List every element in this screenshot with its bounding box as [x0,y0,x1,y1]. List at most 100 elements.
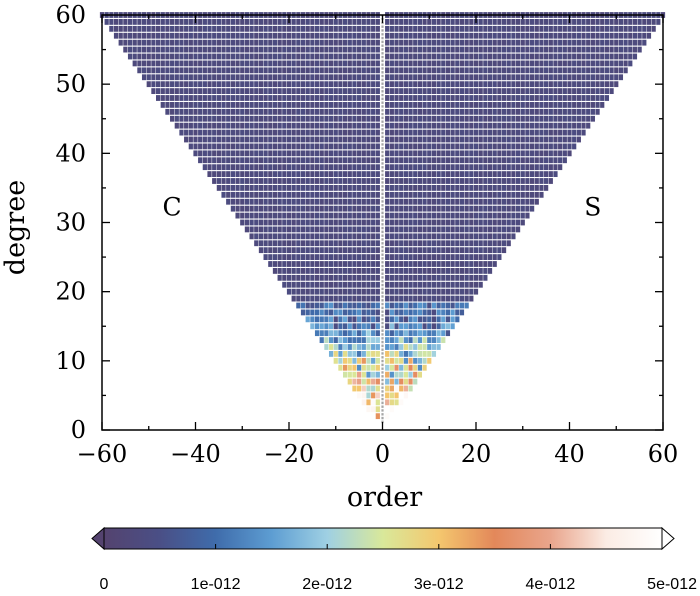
y-tick-label: 20 [55,278,86,306]
coefficient-cell [394,19,399,25]
coefficient-cell [473,122,479,129]
coefficient-cell [366,81,371,88]
coefficient-cell [361,316,366,323]
coefficient-cell [403,129,408,136]
coefficient-cell [328,164,334,171]
coefficient-cell [258,74,264,81]
coefficient-cell [146,46,151,53]
coefficient-cell [525,32,530,39]
coefficient-cell [487,39,493,46]
coefficient-cell [357,351,362,357]
coefficient-cell [487,60,493,67]
coefficient-cell [202,108,207,115]
coefficient-cell [240,164,245,171]
coefficient-cell [445,212,451,219]
coefficient-cell [333,102,338,108]
coefficient-cell [310,129,315,136]
coefficient-cell [394,150,399,157]
coefficient-cell [469,150,474,157]
coefficient-cell [483,108,488,115]
coefficient-cell [515,129,521,136]
coefficient-cell [478,171,483,177]
coefficient-cell [277,39,282,46]
coefficient-cell [343,191,348,198]
coefficient-cell [375,198,380,205]
coefficient-cell [385,240,390,247]
coefficient-cell [282,25,287,32]
colorbar-tick-label: 3e-012 [414,576,464,593]
coefficient-cell [319,274,324,281]
coefficient-cell [156,53,161,60]
coefficient-cell [146,67,151,74]
coefficient-cell [371,150,376,157]
coefficient-cell [478,240,483,247]
coefficient-cell [240,81,245,88]
coefficient-cell [343,254,348,260]
coefficient-cell [328,240,334,247]
coefficient-cell [408,295,413,302]
coefficient-cell [338,212,343,219]
coefficient-cell [151,46,156,53]
coefficient-cell [282,164,287,171]
coefficient-cell [207,25,212,32]
coefficient-cell [371,88,376,94]
coefficient-cell [263,226,268,233]
coefficient-cell [459,39,465,46]
coefficient-cell [361,185,366,191]
coefficient-cell [109,19,114,25]
coefficient-cell [553,108,558,115]
coefficient-cell [371,219,376,226]
coefficient-cell [366,171,371,177]
coefficient-cell [263,164,268,171]
coefficient-cell [455,122,460,129]
coefficient-cell [221,108,226,115]
coefficient-cell [511,67,516,74]
coefficient-cell [609,81,614,88]
coefficient-cell [408,115,413,122]
coefficient-cell [254,240,259,247]
coefficient-cell [347,19,352,25]
coefficient-cell [427,67,432,74]
coefficient-cell [614,46,619,53]
coefficient-cell [427,81,432,88]
coefficient-cell [305,32,310,39]
coefficient-cell [328,323,334,330]
coefficient-cell [258,67,264,74]
coefficient-cell [530,136,535,143]
coefficient-cell [422,19,427,25]
coefficient-cell [216,185,221,191]
coefficient-cell [436,81,441,88]
coefficient-cell [618,19,624,25]
coefficient-cell [403,316,408,323]
coefficient-cell [642,19,647,25]
coefficient-cell [520,115,525,122]
coefficient-cell [558,164,563,171]
coefficient-cell [296,81,301,88]
coefficient-cell [520,164,525,171]
coefficient-cell [618,32,624,39]
coefficient-cell [399,115,404,122]
coefficient-cell [254,171,259,177]
coefficient-cell [235,95,240,101]
coefficient-cell [352,74,357,81]
coefficient-cell [473,226,479,233]
coefficient-cell [249,39,254,46]
coefficient-cell [272,74,278,81]
coefficient-cell [469,136,474,143]
coefficient-cell [357,316,362,323]
coefficient-cell [515,150,521,157]
coefficient-cell [249,46,254,53]
coefficient-cell [450,288,455,295]
coefficient-cell [272,254,278,260]
coefficient-cell [357,205,362,212]
coefficient-cell [291,115,296,122]
coefficient-cell [487,108,493,115]
coefficient-cell [530,205,535,212]
coefficient-cell [441,115,446,122]
coefficient-cell [188,122,193,129]
coefficient-cell [431,351,437,357]
coefficient-cell [473,88,479,94]
coefficient-cell [632,19,638,25]
coefficient-cell [403,337,408,343]
coefficient-cell [226,129,231,136]
